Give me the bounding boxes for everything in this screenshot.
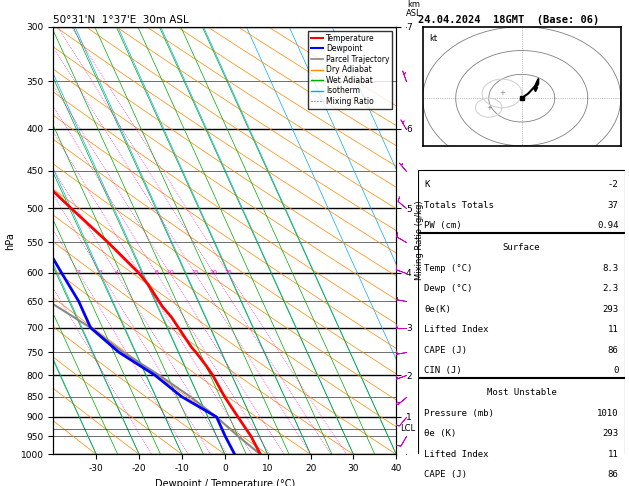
Text: Most Unstable: Most Unstable [486,388,557,397]
Text: Lifted Index: Lifted Index [425,325,489,334]
Text: +: + [499,90,505,96]
Text: -2: -2 [608,180,618,189]
Text: K: K [425,180,430,189]
Bar [418,378,625,486]
Y-axis label: Mixing Ratio (g/kg): Mixing Ratio (g/kg) [415,201,423,280]
Legend: Temperature, Dewpoint, Parcel Trajectory, Dry Adiabat, Wet Adiabat, Isotherm, Mi: Temperature, Dewpoint, Parcel Trajectory… [308,31,392,109]
Text: km
ASL: km ASL [406,0,421,18]
Text: CAPE (J): CAPE (J) [425,470,467,479]
Text: 293: 293 [603,429,618,438]
Text: CAPE (J): CAPE (J) [425,346,467,355]
Text: 3: 3 [98,270,103,276]
X-axis label: Dewpoint / Temperature (°C): Dewpoint / Temperature (°C) [155,479,295,486]
Text: Dewp (°C): Dewp (°C) [425,284,473,293]
Text: 37: 37 [608,201,618,210]
Bar [418,170,625,232]
Text: 1010: 1010 [597,409,618,417]
Text: θe(K): θe(K) [425,305,452,314]
Text: PW (cm): PW (cm) [425,221,462,230]
Text: CIN (J): CIN (J) [425,366,462,375]
Text: Surface: Surface [503,243,540,252]
Text: 11: 11 [608,325,618,334]
Text: 8.3: 8.3 [603,264,618,273]
Text: Totals Totals: Totals Totals [425,201,494,210]
Text: 6: 6 [137,270,142,276]
Text: LCL: LCL [401,424,416,433]
Text: 0.94: 0.94 [597,221,618,230]
Text: 4: 4 [114,270,118,276]
Text: Lifted Index: Lifted Index [425,450,489,459]
Text: kt: kt [430,34,437,43]
Text: 293: 293 [603,305,618,314]
Text: 10: 10 [166,270,174,276]
Text: 25: 25 [225,270,232,276]
Text: Pressure (mb): Pressure (mb) [425,409,494,417]
Text: 15: 15 [191,270,199,276]
Text: 24.04.2024  18GMT  (Base: 06): 24.04.2024 18GMT (Base: 06) [418,15,599,25]
Y-axis label: hPa: hPa [5,232,15,249]
Text: 11: 11 [608,450,618,459]
Text: 0: 0 [613,366,618,375]
Text: 50°31'N  1°37'E  30m ASL: 50°31'N 1°37'E 30m ASL [53,15,189,25]
Text: +: + [486,104,492,111]
Text: 86: 86 [608,346,618,355]
Text: 86: 86 [608,470,618,479]
Text: 20: 20 [209,270,218,276]
Bar [418,233,625,377]
Text: 2.3: 2.3 [603,284,618,293]
Text: Temp (°C): Temp (°C) [425,264,473,273]
Text: 8: 8 [154,270,158,276]
Text: θe (K): θe (K) [425,429,457,438]
Text: 2: 2 [77,270,81,276]
